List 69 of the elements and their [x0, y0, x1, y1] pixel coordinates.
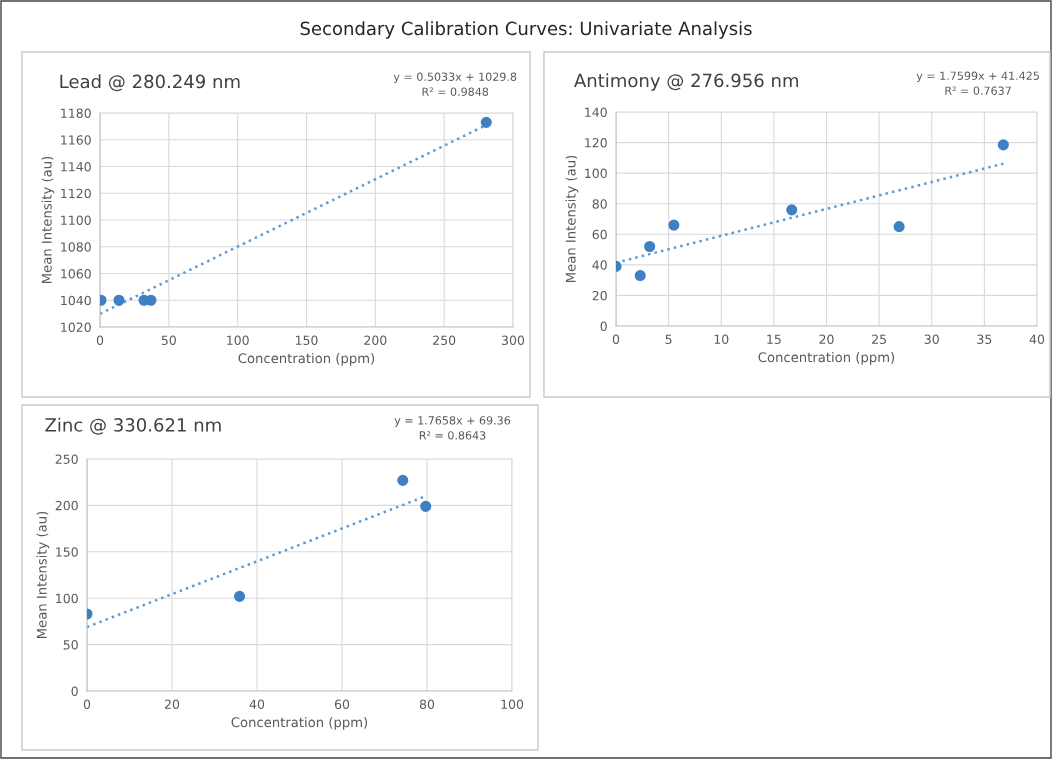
y-tick-label: 0	[600, 321, 607, 331]
point	[644, 240, 656, 253]
text: y = 1.7599x + 41.425	[916, 71, 1039, 83]
y-axis-title: Mean Intensity (au)	[41, 156, 55, 283]
y-tick-label: 140	[585, 107, 607, 117]
point	[997, 139, 1009, 151]
x-tick-label: 50	[161, 335, 176, 346]
y-tick-label: 120	[585, 138, 607, 148]
y-axis-title: Mean Intensity (au)	[36, 511, 50, 638]
y-tick-label: 0	[71, 686, 78, 696]
x-tick-label: 40	[1029, 334, 1045, 345]
y-tick-label: 40	[592, 260, 607, 270]
y-axis-title: Mean Intensity (au)	[565, 155, 579, 282]
y-tick-label: 150	[56, 547, 78, 557]
y-tick-label: 1140	[61, 161, 91, 172]
y-tick-label: 100	[56, 593, 78, 604]
y-tick-label: 250	[55, 454, 78, 464]
text: R² = 0.7637	[945, 86, 1011, 95]
point	[893, 221, 905, 233]
text: y = 0.5033x + 1029.8	[393, 72, 517, 84]
chart-title: Antimony @ 276.956 nm	[574, 73, 798, 91]
y-tick-label: 1080	[61, 242, 91, 252]
x-tick-label: 30	[924, 334, 939, 345]
x-tick-label: 200	[364, 335, 387, 346]
text: Secondary Calibration Curves: Univariate Analysis	[300, 21, 752, 39]
point	[786, 204, 798, 216]
point	[234, 590, 246, 602]
x-tick-label: 10	[714, 334, 729, 345]
y-tick-label: 1040	[61, 295, 91, 306]
y-tick-label: 200	[55, 500, 78, 511]
y-tick-label: 1120	[61, 188, 91, 199]
y-tick-label: 1060	[61, 268, 91, 279]
y-tick-label: 80	[592, 199, 607, 209]
chart-title: Zinc @ 330.621 nm	[45, 417, 221, 435]
text: y = 1.7658x + 69.36	[394, 416, 511, 427]
x-tick-label: 20	[819, 334, 834, 345]
point	[668, 219, 680, 231]
x-tick-label: 300	[502, 335, 525, 346]
x-axis-title: Concentration (ppm)	[238, 352, 375, 366]
y-tick-label: 1180	[61, 108, 91, 118]
y-tick-label: 50	[63, 640, 78, 650]
x-tick-label: 100	[501, 699, 524, 710]
x-tick-label: 20	[164, 699, 180, 710]
y-tick-label: 1020	[61, 322, 91, 332]
y-tick-label: 1100	[61, 215, 91, 225]
y-tick-label: 60	[592, 229, 607, 240]
x-axis-title: Concentration (ppm)	[758, 351, 895, 365]
x-tick-label: 80	[419, 699, 435, 710]
x-tick-label: 60	[334, 699, 350, 710]
x-tick-label: 35	[977, 334, 992, 345]
x-tick-label: 250	[433, 335, 456, 346]
x-tick-label: 15	[767, 334, 781, 345]
point	[634, 270, 646, 282]
x-tick-label: 100	[227, 335, 249, 346]
point	[420, 500, 432, 512]
chart-title: Lead @ 280.249 nm	[60, 74, 240, 92]
y-tick-label: 20	[592, 290, 607, 301]
x-tick-label: 0	[96, 335, 104, 346]
x-tick-label: 5	[665, 334, 672, 345]
point	[397, 474, 409, 486]
x-tick-label: 150	[295, 335, 318, 346]
x-tick-label: 40	[249, 699, 265, 710]
y-tick-label: 100	[585, 168, 607, 179]
x-tick-label: 25	[872, 334, 886, 345]
y-tick-label: 1160	[61, 135, 91, 145]
x-axis-title: Concentration (ppm)	[231, 716, 368, 730]
text: R² = 0.8643	[419, 431, 486, 440]
text: R² = 0.9848	[422, 87, 489, 96]
x-tick-label: 0	[612, 334, 620, 345]
